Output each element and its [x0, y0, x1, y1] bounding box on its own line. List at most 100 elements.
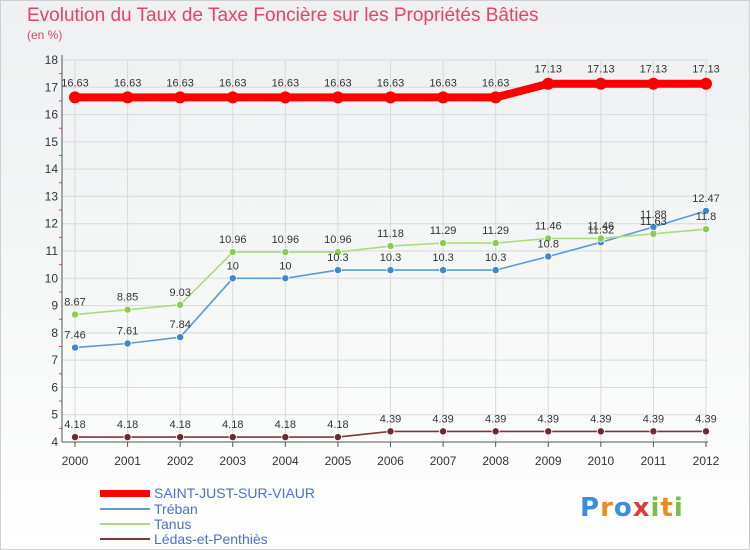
data-label: 11.63	[640, 216, 667, 228]
data-label: 9.03	[169, 287, 190, 299]
data-label: 10.3	[485, 252, 506, 264]
x-tick-label: 2010	[587, 454, 614, 468]
data-label: 11.18	[377, 228, 404, 240]
data-point	[544, 252, 553, 261]
data-label: 4.39	[695, 413, 716, 425]
chart-unit-label: (en %)	[27, 28, 63, 42]
data-point	[491, 239, 500, 248]
data-point	[228, 248, 237, 257]
data-point	[121, 91, 134, 104]
data-point	[281, 433, 290, 442]
x-tick-label: 2004	[272, 454, 299, 468]
x-tick-label: 2009	[535, 454, 562, 468]
data-point	[702, 427, 711, 436]
grid-lines	[62, 59, 708, 442]
data-label: 7.84	[169, 319, 190, 331]
data-point	[594, 77, 607, 90]
y-tick-label: 9	[51, 299, 58, 313]
data-label: 16.63	[166, 77, 194, 89]
data-label: 16.63	[377, 77, 405, 89]
data-label: 4.18	[275, 419, 296, 431]
data-point	[71, 310, 80, 319]
data-label: 7.46	[64, 330, 85, 342]
data-label: 11.46	[535, 220, 562, 232]
data-point	[491, 427, 500, 436]
data-label: 10.96	[219, 234, 247, 246]
data-label: 4.18	[169, 419, 190, 431]
data-point	[226, 91, 239, 104]
data-point	[386, 427, 395, 436]
data-point	[544, 427, 553, 436]
data-label: 4.39	[538, 413, 559, 425]
data-label: 8.67	[64, 297, 85, 309]
data-point	[439, 427, 448, 436]
data-label: 4.18	[327, 419, 348, 431]
x-tick-label: 2002	[167, 454, 194, 468]
chart-title: Evolution du Taux de Taxe Foncière sur l…	[27, 5, 539, 26]
data-point	[386, 242, 395, 251]
legend-item-treban[interactable]: Tréban	[100, 501, 198, 517]
legend-swatch	[100, 489, 150, 497]
data-point	[491, 266, 500, 275]
data-label: 16.63	[272, 77, 300, 89]
data-point	[176, 300, 185, 309]
data-point	[176, 433, 185, 442]
data-label: 11.32	[587, 224, 614, 236]
data-label: 4.39	[643, 413, 664, 425]
data-point	[123, 339, 132, 348]
legend-label: Tréban	[154, 501, 198, 517]
y-tick-label: 11	[46, 244, 59, 258]
x-tick-label: 2012	[693, 454, 720, 468]
y-tick-label: 8	[51, 326, 58, 340]
data-label: 16.63	[429, 77, 457, 89]
data-point	[279, 91, 292, 104]
y-tick-label: 16	[45, 108, 59, 122]
data-point	[228, 274, 237, 283]
data-label: 10.96	[272, 234, 300, 246]
legend-item-tanus[interactable]: Tanus	[100, 516, 191, 532]
data-point	[386, 266, 395, 275]
data-point	[176, 333, 185, 342]
series	[69, 77, 712, 442]
data-point	[333, 433, 342, 442]
data-label: 11.46	[587, 220, 614, 232]
y-tick-label: 6	[51, 380, 58, 394]
axes: 4 5 6 7 8 9 10 11 12 13 14 15 16 17 18 2000 2001 2002 2003…	[45, 53, 720, 468]
legend-swatch	[100, 523, 150, 525]
data-label: 16.63	[61, 77, 89, 89]
data-point	[596, 427, 605, 436]
data-point	[281, 274, 290, 283]
data-label: 4.39	[432, 413, 453, 425]
data-label: 11.8	[696, 211, 717, 223]
legend-item-saint-just[interactable]: SAINT-JUST-SUR-VIAUR	[100, 485, 315, 501]
y-tick-label: 12	[45, 217, 59, 231]
legend-label: Tanus	[154, 516, 192, 532]
data-label: 16.63	[114, 77, 142, 89]
data-point	[647, 77, 660, 90]
y-tick-label: 13	[45, 189, 59, 203]
data-point	[596, 234, 605, 243]
legend-swatch	[100, 538, 150, 540]
data-label: 4.39	[485, 413, 506, 425]
y-tick-label: 18	[45, 53, 59, 67]
data-label: 11.88	[640, 209, 667, 221]
y-tick-label: 4	[51, 435, 58, 449]
legend-item-ledas[interactable]: Lédas-et-Penthiès	[100, 531, 268, 547]
data-label: 10.96	[324, 234, 352, 246]
data-point	[333, 266, 342, 275]
data-label: 16.63	[324, 77, 352, 89]
data-labels: 16.63 16.63 16.63 16.63 16.63 16.63 16.63 16.63…	[61, 64, 720, 431]
y-tick-label: 7	[51, 353, 58, 367]
data-label: 11.29	[482, 225, 509, 237]
data-point	[71, 433, 80, 442]
x-tick-label: 2000	[62, 454, 89, 468]
y-tick-label: 15	[45, 135, 59, 149]
data-point	[439, 239, 448, 248]
x-tick-label: 2007	[430, 454, 457, 468]
data-label: 17.13	[587, 64, 615, 76]
x-tick-label: 2003	[219, 454, 246, 468]
x-tick-label: 2001	[114, 454, 141, 468]
data-label: 12.47	[692, 193, 720, 205]
